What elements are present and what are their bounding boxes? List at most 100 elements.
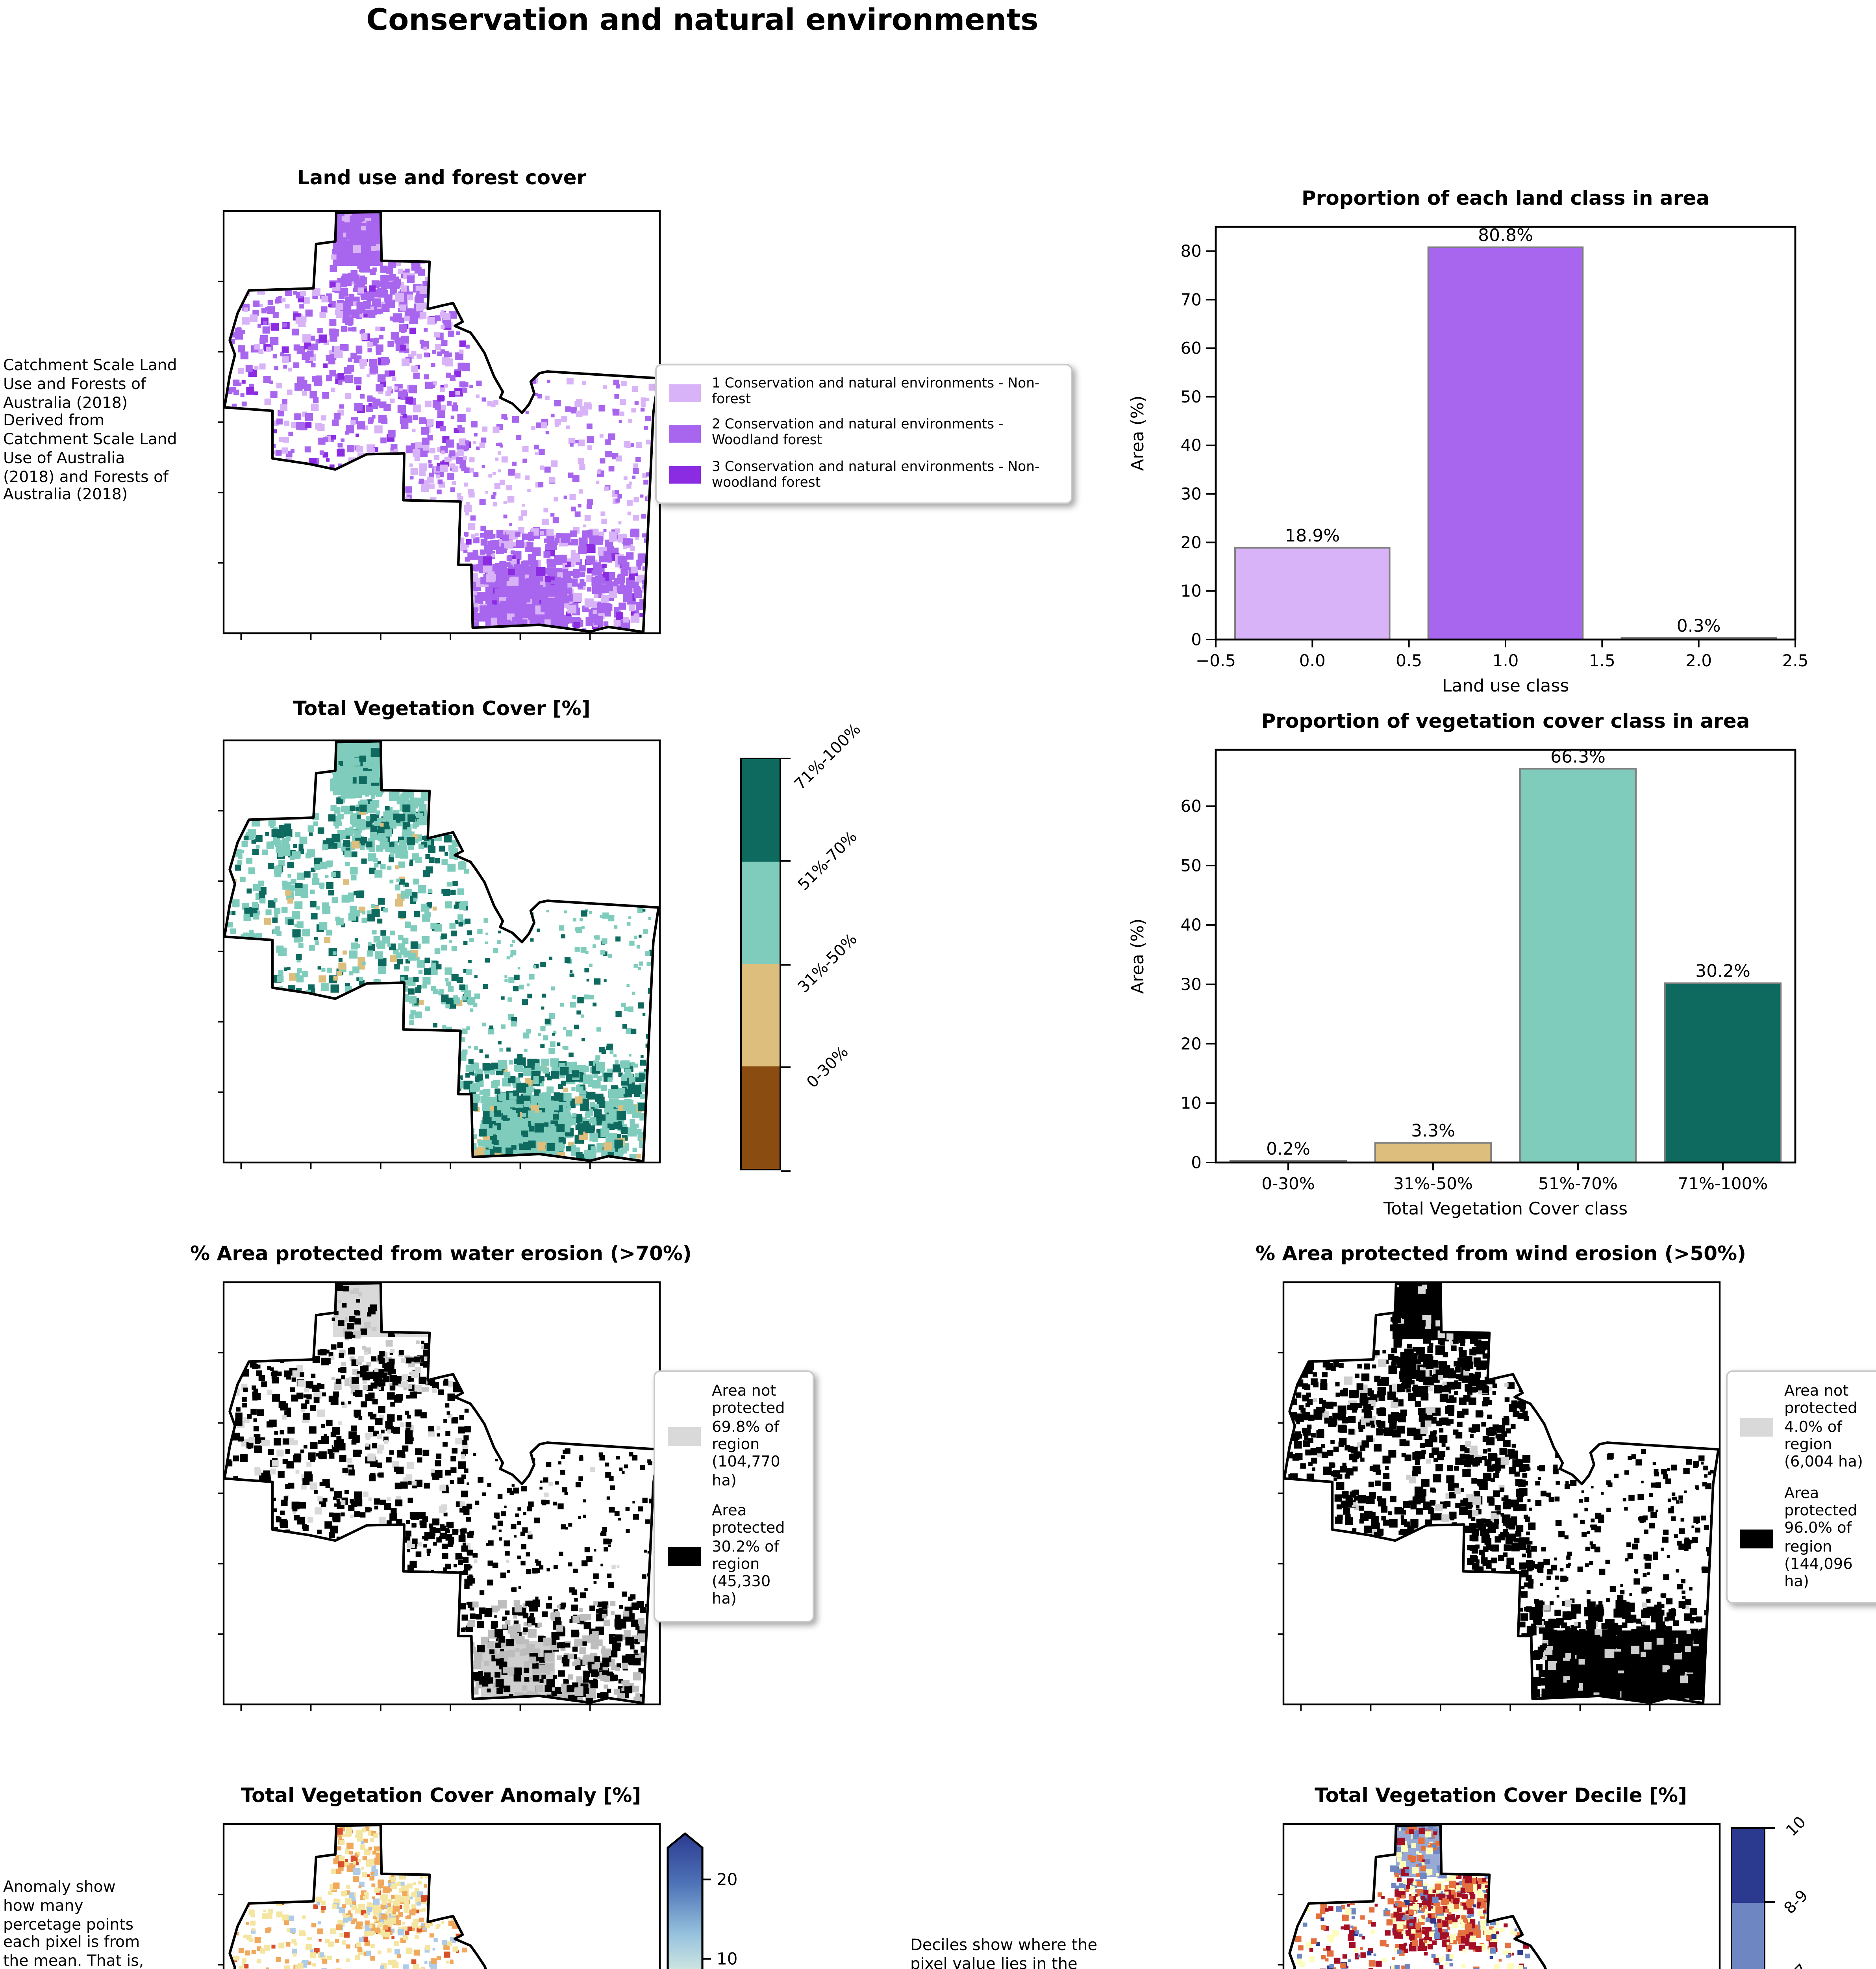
vegcover-colorbar-label: 71%-100%: [792, 721, 865, 794]
svg-text:20: 20: [1181, 533, 1202, 552]
landuse-map-title: Land use and forest cover: [297, 165, 587, 189]
decile-map-canvas: [1283, 1824, 1720, 1969]
legend-label: Area not protected 69.8% of region (104,…: [712, 1383, 785, 1490]
legend-swatch: [669, 466, 701, 484]
vegcover-map-canvas: [224, 740, 660, 1162]
legend-label: Area protected 96.0% of region (144,096 …: [1784, 1485, 1857, 1591]
landuse-source-note: Catchment Scale Land Use and Forests of …: [3, 358, 177, 504]
legend-swatch: [669, 425, 701, 443]
vegcover-colorbar-label: 51%-70%: [795, 828, 861, 894]
legend-label: Area not protected 4.0% of region (6,004…: [1784, 1383, 1863, 1472]
svg-text:0.0: 0.0: [1299, 651, 1326, 670]
legend-item: Area protected 30.2% of region (45,330 h…: [668, 1503, 800, 1610]
svg-text:Land use class: Land use class: [1442, 676, 1569, 696]
decile-note: Deciles show where the pixel value lies …: [910, 1937, 1098, 1969]
svg-text:70: 70: [1181, 290, 1202, 309]
legend-item: Area not protected 69.8% of region (104,…: [668, 1383, 800, 1490]
page-title: Conservation and natural environments: [366, 3, 1039, 38]
legend-label: 2 Conservation and natural environments …: [712, 418, 1004, 450]
decile-colorbar: 108-94-72-31: [1731, 1814, 1857, 1969]
svg-text:60: 60: [1181, 797, 1202, 816]
svg-text:40: 40: [1181, 436, 1202, 455]
legend-label: 3 Conservation and natural environments …: [712, 459, 1040, 491]
svg-text:Area (%): Area (%): [1128, 395, 1148, 471]
water-erosion-title: % Area protected from water erosion (>70…: [190, 1241, 692, 1265]
legend-label: Area protected 30.2% of region (45,330 h…: [712, 1502, 785, 1609]
svg-text:0.2%: 0.2%: [1266, 1139, 1310, 1159]
svg-text:30.2%: 30.2%: [1695, 961, 1750, 981]
svg-text:Total Vegetation Cover class: Total Vegetation Cover class: [1383, 1199, 1628, 1219]
vegcover-map: [224, 740, 660, 1162]
svg-text:10: 10: [1181, 581, 1202, 601]
svg-text:10: 10: [1181, 1094, 1202, 1113]
svg-text:Area (%): Area (%): [1128, 918, 1148, 994]
vegcover-map-title: Total Vegetation Cover [%]: [293, 696, 591, 720]
landclass-chart-canvas: Proportion of each land class in area 0 10…: [1128, 187, 1809, 696]
svg-text:2.5: 2.5: [1782, 651, 1809, 670]
landuse-legend: 1 Conservation and natural environments …: [655, 364, 1072, 504]
vegcover-colorbar-label: 31%-50%: [795, 931, 861, 997]
svg-text:71%-100%: 71%-100%: [1678, 1174, 1768, 1193]
legend-item: 1 Conservation and natural environments …: [669, 376, 1058, 408]
svg-text:0: 0: [1191, 1153, 1202, 1172]
svg-text:60: 60: [1181, 339, 1202, 358]
legend-item: 3 Conservation and natural environments …: [669, 459, 1058, 491]
anomaly-map-title: Total Vegetation Cover Anomaly [%]: [241, 1783, 641, 1807]
anomaly-map: [224, 1824, 660, 1969]
wind-erosion-map-canvas: [1283, 1282, 1720, 1704]
landuse-map: [224, 211, 660, 633]
legend-swatch: [668, 1427, 701, 1446]
svg-text:Proportion of vegetation cover: Proportion of vegetation cover class in …: [1261, 710, 1750, 732]
vegcover-colorbar: 71%-100% 51%-70% 31%-50% 0-30%: [740, 721, 913, 1172]
legend-item: 2 Conservation and natural environments …: [669, 418, 1058, 450]
landuse-map-canvas: [224, 211, 660, 633]
svg-text:80: 80: [1181, 241, 1202, 261]
decile-map-title: Total Vegetation Cover Decile [%]: [1315, 1783, 1687, 1807]
svg-text:0.3%: 0.3%: [1677, 616, 1721, 636]
vegcover-bar-chart: Proportion of vegetation cover class in …: [1102, 693, 1830, 1229]
decile-colorbar-label: 10: [1783, 1814, 1810, 1841]
svg-text:Proportion of each land class: Proportion of each land class in area: [1302, 187, 1709, 210]
vegcover-colorbar-bar: [740, 758, 781, 1170]
anomaly-note: Anomaly show how many percetage points e…: [3, 1879, 144, 1969]
svg-text:18.9%: 18.9%: [1285, 526, 1340, 546]
wind-erosion-legend: Area not protected 4.0% of region (6,004…: [1726, 1370, 1876, 1604]
svg-text:30: 30: [1181, 484, 1202, 504]
legend-swatch: [668, 1546, 701, 1566]
svg-text:1.5: 1.5: [1589, 651, 1615, 670]
legend-swatch: [1740, 1418, 1773, 1437]
svg-text:50: 50: [1181, 856, 1202, 875]
svg-text:30: 30: [1181, 975, 1202, 994]
water-erosion-map-canvas: [224, 1282, 660, 1704]
legend-label: 1 Conservation and natural environments …: [712, 376, 1040, 408]
decile-colorbar-label: 4-7: [1782, 1962, 1812, 1969]
decile-map: [1283, 1824, 1720, 1969]
svg-text:31%-50%: 31%-50%: [1393, 1174, 1473, 1193]
svg-text:3.3%: 3.3%: [1411, 1121, 1455, 1141]
svg-text:20: 20: [1181, 1034, 1202, 1053]
legend-swatch: [669, 384, 701, 401]
svg-text:−0.5: −0.5: [1196, 651, 1236, 670]
svg-text:0.5: 0.5: [1396, 651, 1422, 670]
vegcover-chart-canvas: Proportion of vegetation cover class in …: [1128, 710, 1796, 1219]
svg-text:1.0: 1.0: [1493, 651, 1519, 670]
wind-erosion-title: % Area protected from wind erosion (>50%…: [1255, 1241, 1746, 1265]
svg-text:40: 40: [1181, 915, 1202, 934]
legend-item: Area not protected 4.0% of region (6,004…: [1740, 1383, 1872, 1472]
svg-text:2.0: 2.0: [1685, 651, 1712, 670]
svg-text:0-30%: 0-30%: [1261, 1174, 1315, 1193]
water-erosion-map: [224, 1282, 660, 1704]
legend-item: Area protected 96.0% of region (144,096 …: [1740, 1485, 1872, 1592]
water-erosion-legend: Area not protected 69.8% of region (104,…: [654, 1370, 814, 1622]
legend-swatch: [1740, 1529, 1773, 1548]
vegcover-colorbar-label: 0-30%: [804, 1043, 853, 1092]
decile-colorbar-bar: [1731, 1827, 1765, 1969]
svg-text:51%-70%: 51%-70%: [1538, 1174, 1618, 1193]
anomaly-map-canvas: [224, 1824, 660, 1969]
decile-colorbar-label: 8-9: [1782, 1887, 1812, 1917]
svg-text:0: 0: [1191, 630, 1202, 649]
landclass-bar-chart: Proportion of each land class in area 0 10…: [1102, 167, 1830, 696]
anomaly-colorbar: 20100−10−20: [667, 1832, 778, 1969]
wind-erosion-map: [1283, 1282, 1720, 1704]
